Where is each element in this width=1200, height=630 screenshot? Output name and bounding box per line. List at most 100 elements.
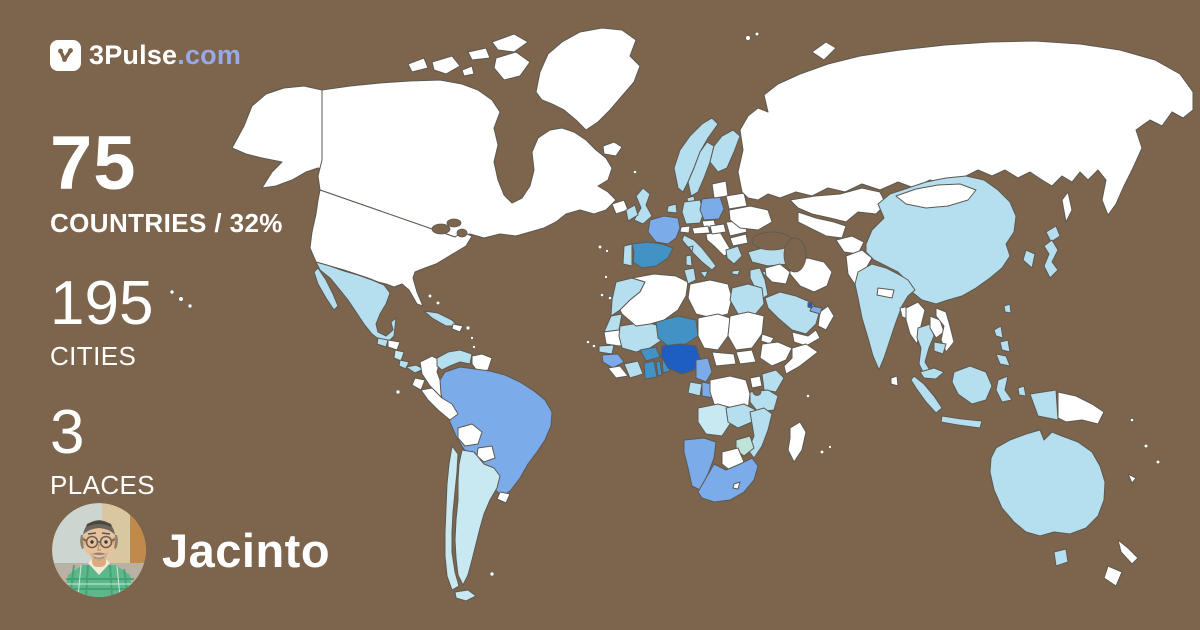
- country-taiwan: [1003, 303, 1012, 314]
- country-ellesmere: [491, 33, 529, 53]
- country-uganda: [749, 375, 763, 389]
- country-malaysia: [919, 367, 945, 380]
- country-finland: [709, 129, 741, 173]
- country-alaska: [231, 85, 331, 189]
- country-guyanas: [471, 353, 493, 373]
- country-kazakhstan: [789, 187, 887, 223]
- country-philippines-n: [993, 325, 1004, 339]
- island-specks: [169, 31, 1161, 577]
- country-uk: [633, 187, 653, 225]
- country-moluccas: [1017, 385, 1027, 397]
- country-togo: [655, 360, 663, 377]
- country-car: [711, 351, 737, 367]
- country-sudan: [727, 311, 765, 351]
- country-venezuela: [436, 349, 473, 371]
- country-algeria: [619, 273, 689, 327]
- island-speck: [465, 325, 471, 331]
- country-usa: [309, 189, 473, 307]
- country-cameroon: [695, 357, 713, 383]
- country-greenland: [535, 27, 641, 131]
- country-portugal: [622, 243, 633, 267]
- country-senegal: [598, 344, 615, 355]
- country-southsudan: [735, 349, 757, 365]
- island-speck: [489, 571, 495, 577]
- country-devon: [467, 47, 491, 61]
- country-papua: [1029, 389, 1059, 421]
- country-iceland: [602, 141, 623, 157]
- lake-victoria-icon: [752, 388, 762, 396]
- country-sulawesi: [995, 375, 1013, 403]
- country-southafrica: [697, 457, 759, 503]
- country-germany: [681, 199, 705, 225]
- country-benelux: [666, 203, 678, 214]
- country-australia: [989, 429, 1106, 537]
- country-peru: [420, 387, 459, 421]
- island-speck: [597, 244, 603, 250]
- island-speck: [605, 249, 609, 253]
- country-ivorycoast: [623, 360, 644, 379]
- country-vietnam: [935, 307, 955, 353]
- country-angola: [697, 403, 733, 437]
- country-nepal: [876, 287, 895, 299]
- country-crete: [731, 269, 741, 276]
- country-sierraleone: [607, 365, 629, 379]
- country-png: [1057, 391, 1105, 425]
- island-speck: [745, 35, 751, 41]
- country-madagascar: [787, 421, 807, 463]
- country-baja: [313, 267, 339, 311]
- island-speck: [604, 275, 608, 279]
- country-qatar: [807, 301, 813, 309]
- country-levant: [749, 267, 769, 301]
- island-speck: [1130, 418, 1134, 422]
- island-speck: [806, 394, 810, 398]
- country-ukraine: [728, 205, 773, 231]
- country-sakhalin: [1061, 191, 1073, 223]
- island-speck: [470, 336, 474, 340]
- great-lake-icon: [456, 228, 468, 238]
- country-ghana: [643, 360, 658, 380]
- country-ecuador: [411, 377, 426, 391]
- island-speck: [828, 445, 832, 449]
- country-guatemala: [376, 337, 389, 348]
- country-libya: [687, 279, 733, 319]
- country-nicaragua: [393, 349, 405, 362]
- country-yemen: [791, 329, 821, 347]
- country-switzerland: [679, 225, 691, 234]
- country-philippines-s: [995, 353, 1011, 367]
- country-sumatra: [910, 375, 943, 414]
- island-speck: [427, 293, 433, 299]
- country-uae: [809, 305, 823, 315]
- country-guinea: [601, 353, 625, 369]
- country-mozambique: [747, 407, 773, 459]
- country-gabon: [687, 381, 703, 397]
- country-france: [647, 215, 681, 245]
- island-speck: [586, 340, 590, 344]
- country-korea: [1022, 249, 1036, 269]
- island-speck: [395, 389, 401, 395]
- country-uruguay: [496, 491, 511, 504]
- country-srilanka: [890, 375, 899, 387]
- country-brazil: [439, 366, 553, 498]
- country-mongolia: [895, 183, 977, 209]
- island-speck: [187, 303, 193, 309]
- country-ethiopia: [759, 341, 793, 367]
- country-saudi: [764, 291, 821, 335]
- country-corsica: [688, 245, 694, 253]
- country-nigeria: [660, 343, 701, 375]
- country-victoria-island: [431, 55, 461, 75]
- island-speck: [178, 296, 184, 302]
- country-sardinia: [685, 254, 693, 267]
- country-lesotho: [732, 481, 741, 490]
- country-poland: [699, 196, 725, 221]
- country-paraguay: [476, 445, 496, 463]
- caspian-sea-icon: [783, 237, 807, 273]
- country-banks: [407, 57, 429, 73]
- country-honduras: [387, 339, 401, 351]
- country-canada: [317, 79, 617, 239]
- island-speck: [169, 289, 175, 295]
- country-arctic-island: [461, 65, 475, 77]
- island-speck: [592, 344, 596, 348]
- great-lake-icon: [431, 223, 451, 235]
- country-burkina: [639, 346, 661, 362]
